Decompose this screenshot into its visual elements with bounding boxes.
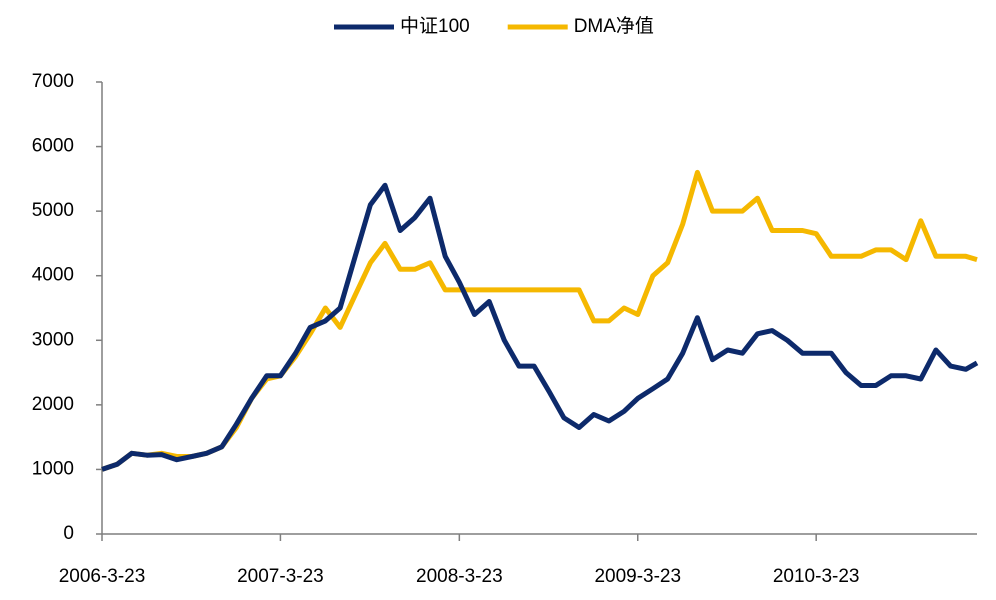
y-tick-label: 5000 <box>32 200 74 221</box>
x-tick-label: 2007-3-23 <box>237 566 324 587</box>
y-tick-label: 3000 <box>32 329 74 350</box>
y-tick-label: 6000 <box>32 136 74 157</box>
y-tick-label: 2000 <box>32 394 74 415</box>
series-line <box>101 182 979 472</box>
x-tick-label: 2008-3-23 <box>416 566 503 587</box>
y-tick-label: 1000 <box>32 458 74 479</box>
x-tick-label: 2006-3-23 <box>59 566 146 587</box>
legend-label: 中证100 <box>400 15 470 37</box>
x-tick-label: 2010-3-23 <box>773 566 860 587</box>
legend-label: DMA净值 <box>574 15 654 37</box>
y-tick-label: 4000 <box>32 265 74 286</box>
x-tick-label: 2009-3-23 <box>594 566 681 587</box>
y-tick-label: 0 <box>63 523 74 544</box>
y-tick-label: 7000 <box>32 71 74 92</box>
